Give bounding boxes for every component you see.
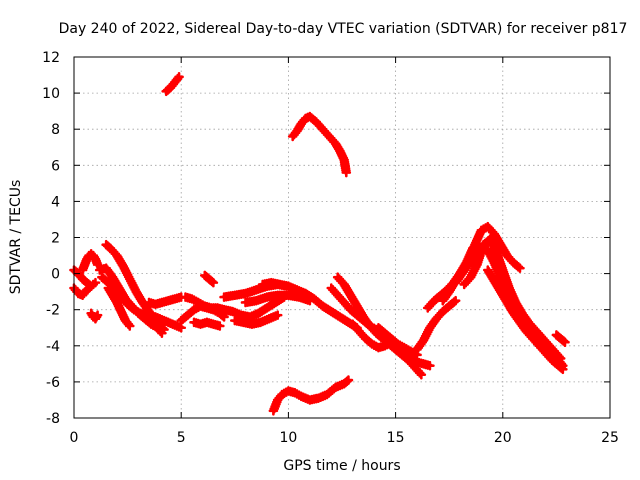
data-point <box>157 328 167 338</box>
y-axis-label: SDTVAR / TECUs <box>8 180 24 295</box>
data-point <box>176 322 186 333</box>
data-point <box>555 353 566 364</box>
series-s13 <box>189 317 225 331</box>
series-s30 <box>459 234 566 364</box>
y-tick-label: 10 <box>42 86 60 102</box>
series-s3 <box>77 248 103 275</box>
series-s4 <box>86 308 103 324</box>
y-tick-label: -4 <box>46 339 60 355</box>
x-tick-label: 15 <box>387 430 405 446</box>
data-point <box>425 360 435 371</box>
data-point <box>86 281 96 292</box>
y-tick-label: -8 <box>46 411 60 427</box>
series-s20 <box>287 111 352 178</box>
y-tick-label: 12 <box>42 50 60 66</box>
data-point <box>92 310 103 320</box>
x-tick-label: 5 <box>177 430 186 446</box>
series-s26 <box>412 295 461 355</box>
data-series <box>69 72 570 416</box>
grid-lines <box>74 57 610 418</box>
x-tick-label: 0 <box>70 430 79 446</box>
y-tick-label: -2 <box>46 303 60 319</box>
data-point <box>208 277 219 288</box>
x-tick-label: 10 <box>279 430 297 446</box>
data-point <box>90 277 101 288</box>
series-s32 <box>551 330 570 347</box>
data-point <box>515 263 525 273</box>
y-tick-label: 0 <box>51 267 60 283</box>
data-point <box>272 310 283 320</box>
data-point <box>341 167 352 178</box>
series-s9 <box>144 292 186 310</box>
series-s17 <box>230 310 283 329</box>
x-tick-label: 20 <box>494 430 512 446</box>
series-s31 <box>482 265 568 375</box>
chart-title: Day 240 of 2022, Sidereal Day-to-day VTE… <box>59 21 628 37</box>
series-s18 <box>240 290 315 308</box>
series-s14 <box>199 270 219 288</box>
y-tick-label: 8 <box>51 122 60 138</box>
x-axis-label: GPS time / hours <box>283 458 400 474</box>
axis-ticks <box>73 56 611 419</box>
data-point <box>214 321 225 331</box>
data-point <box>416 369 427 380</box>
data-point <box>343 375 354 385</box>
data-point <box>450 295 461 306</box>
series-s25 <box>373 322 422 360</box>
series-s19 <box>257 277 362 333</box>
data-point <box>219 312 229 322</box>
series-s10 <box>161 72 184 97</box>
x-tick-labels: 0 5 10 15 20 25 <box>70 430 619 446</box>
series-s21 <box>268 375 354 416</box>
data-point <box>174 72 184 82</box>
data-point <box>558 364 568 375</box>
x-tick-label: 25 <box>601 430 619 446</box>
y-tick-labels: -8 -6 -4 -2 0 2 4 6 8 10 12 <box>42 50 60 427</box>
series-s12 <box>180 292 229 315</box>
data-point <box>92 259 103 270</box>
series-s8 <box>103 283 135 331</box>
y-tick-label: 2 <box>51 231 60 247</box>
y-tick-label: 6 <box>51 158 60 174</box>
data-point <box>124 321 135 331</box>
data-point <box>560 337 570 347</box>
y-tick-label: 4 <box>51 194 60 210</box>
y-tick-label: -6 <box>46 375 60 391</box>
